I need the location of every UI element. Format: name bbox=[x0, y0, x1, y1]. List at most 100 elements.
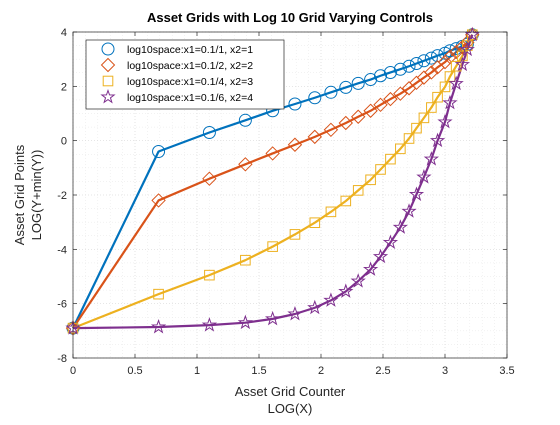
x-tick-label: 2 bbox=[318, 365, 324, 377]
series-1-point bbox=[402, 59, 416, 73]
x-tick-label: 2.5 bbox=[375, 365, 390, 377]
series-line-3 bbox=[72, 34, 474, 330]
series-2-point bbox=[437, 54, 453, 70]
series-2-point bbox=[448, 44, 464, 60]
series-4-point bbox=[448, 75, 464, 91]
series-3-point bbox=[385, 153, 396, 165]
series-3-point bbox=[153, 288, 164, 300]
series-4-point bbox=[323, 292, 339, 307]
series-4-point bbox=[201, 317, 218, 332]
series-4-point bbox=[392, 219, 408, 234]
y-axis-label-line-1: Asset Grid Points bbox=[12, 144, 27, 245]
y-tick-label: 2 bbox=[61, 81, 67, 93]
series-4-point bbox=[401, 203, 417, 218]
series-3-point bbox=[450, 60, 462, 72]
series-1-point bbox=[364, 73, 378, 87]
series-3-point bbox=[426, 102, 437, 113]
series-1-point bbox=[409, 57, 423, 71]
series-1-point bbox=[238, 113, 252, 127]
series-3-point bbox=[365, 174, 376, 186]
legend-marker-2 bbox=[100, 57, 116, 73]
y-tick-label: -8 bbox=[57, 353, 67, 365]
series-1-point bbox=[152, 145, 166, 159]
series-3-point bbox=[466, 29, 478, 41]
x-axis-ticks: 0 0.5 1 1.5 2 2.5 3 3.5 bbox=[70, 32, 515, 377]
series-3-point bbox=[439, 81, 451, 93]
series-4-point bbox=[265, 310, 281, 326]
series-4-point bbox=[408, 186, 425, 201]
series-4-point bbox=[442, 94, 458, 110]
series-4-point bbox=[437, 113, 453, 129]
legend-marker-4 bbox=[100, 88, 116, 104]
y-tick-label: -2 bbox=[57, 190, 67, 202]
series-3-point bbox=[289, 229, 301, 240]
legend-marker-1 bbox=[101, 42, 115, 56]
series-3-point bbox=[395, 143, 406, 155]
legend-label-3: log10space:x1=0.1/4, x2=3 bbox=[127, 76, 253, 88]
series-3-point bbox=[432, 91, 443, 103]
legend-box bbox=[85, 39, 285, 110]
series-2-point bbox=[265, 146, 280, 161]
series-4-point bbox=[362, 261, 379, 276]
series-2-point bbox=[287, 137, 303, 152]
series-3-point bbox=[403, 133, 415, 144]
series-2-point bbox=[350, 109, 366, 124]
series-3-point bbox=[418, 112, 430, 124]
series-4-point bbox=[307, 299, 323, 315]
series-4-point bbox=[287, 305, 303, 321]
series-3-point bbox=[411, 122, 422, 134]
series-3-point bbox=[375, 164, 386, 175]
series-4-point bbox=[372, 248, 389, 264]
series-2-point bbox=[202, 171, 217, 186]
series-4-point bbox=[350, 273, 366, 288]
series-1-point bbox=[417, 54, 431, 68]
series-4-point bbox=[429, 132, 446, 148]
series-3-point bbox=[267, 241, 278, 252]
x-axis-label-line-2: LOG(X) bbox=[268, 401, 313, 416]
series-2-point bbox=[373, 97, 388, 113]
series-2-point bbox=[151, 193, 166, 208]
x-tick-label: 1 bbox=[194, 365, 200, 377]
series-2-point bbox=[424, 65, 439, 80]
series-1-point bbox=[308, 91, 322, 105]
series-4-point bbox=[382, 234, 399, 250]
series-3-point bbox=[240, 254, 251, 266]
series-markers bbox=[65, 26, 480, 336]
series-1-point bbox=[324, 85, 338, 99]
series-2-point bbox=[238, 157, 253, 172]
series-2-point bbox=[363, 103, 378, 118]
legend-label-4: log10space:x1=0.1/6, x2=4 bbox=[127, 92, 253, 104]
series-2-point bbox=[442, 49, 458, 65]
y-tick-label: -6 bbox=[57, 299, 67, 311]
series-3-point bbox=[204, 269, 215, 281]
series-4-point bbox=[237, 314, 253, 330]
legend-items: log10space:x1=0.1/1, x2=1 log10space:x1=0… bbox=[100, 42, 253, 104]
chart-title: Asset Grids with Log 10 Grid Varying Con… bbox=[147, 10, 433, 25]
x-tick-label: 3 bbox=[442, 365, 448, 377]
series-1-point bbox=[443, 44, 457, 58]
series-2-point bbox=[323, 122, 339, 138]
series-3-point bbox=[340, 195, 352, 207]
series-4-point bbox=[464, 26, 480, 42]
series-1-point bbox=[424, 51, 438, 65]
legend: log10space:x1=0.1/1, x2=1 log10space:x1=0… bbox=[85, 39, 285, 110]
y-tick-label: 0 bbox=[61, 136, 67, 148]
y-tick-label: -4 bbox=[57, 244, 67, 256]
series-line-4 bbox=[72, 34, 474, 330]
series-4-point bbox=[423, 151, 439, 166]
series-3-point bbox=[325, 206, 337, 218]
series-2-point bbox=[383, 91, 398, 107]
y-axis-ticks: -8 -6 -4 -2 0 2 4 bbox=[57, 27, 507, 365]
series-1-point bbox=[288, 97, 302, 111]
y-axis-label-line-2: LOG(Y+min(Y)) bbox=[29, 150, 44, 241]
y-tick-label: 4 bbox=[61, 27, 67, 39]
series-1-point bbox=[202, 126, 216, 140]
x-axis-label-line-1: Asset Grid Counter bbox=[235, 384, 346, 399]
series-2-point bbox=[307, 129, 323, 145]
series-1-point bbox=[383, 65, 397, 79]
legend-label-2: log10space:x1=0.1/2, x2=2 bbox=[127, 60, 253, 72]
x-tick-label: 1.5 bbox=[251, 365, 266, 377]
series-3-point bbox=[309, 217, 321, 229]
